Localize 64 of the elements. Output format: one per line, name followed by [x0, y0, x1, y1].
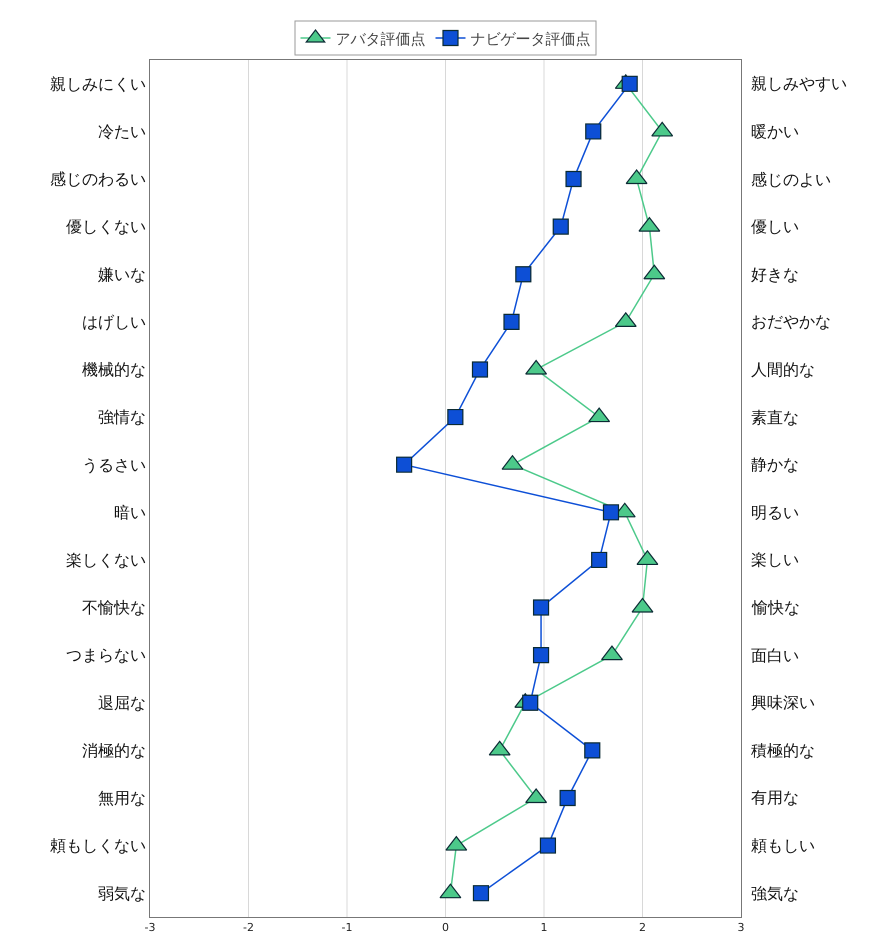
legend-label: アバタ評価点	[336, 30, 426, 48]
y2-tick-label: 興味深い	[751, 693, 815, 712]
y-tick-label: うるさい	[82, 455, 146, 474]
y-tick-label: 強情な	[98, 408, 146, 427]
y2-tick-label: 面白い	[751, 646, 799, 665]
y-tick-label: 頼もしくない	[50, 836, 146, 856]
y2-tick-label: 頼もしい	[751, 836, 815, 855]
y2-tick-label: 強気な	[751, 884, 799, 903]
y-tick-label: 退屈な	[98, 693, 146, 712]
point	[447, 408, 464, 426]
y2-tick-label: 感じのよい	[751, 170, 831, 189]
y2-tick-label: 積極的な	[751, 741, 815, 760]
point	[585, 123, 602, 140]
y2-tick-label: 静かな	[751, 455, 799, 474]
x-tick-label: -1	[342, 921, 352, 934]
point	[565, 170, 582, 188]
y2-tick-label: 暖かい	[751, 122, 799, 141]
point	[552, 218, 569, 235]
point	[472, 361, 488, 378]
y2-tick-label: 優しい	[751, 217, 799, 236]
y2-tick-label: おだやかな	[751, 312, 831, 331]
point	[560, 790, 576, 806]
x-tick-label: 2	[639, 921, 646, 934]
point	[532, 647, 550, 664]
y-tick-label: 嫌いな	[98, 264, 146, 284]
x-tick-label: -2	[243, 921, 254, 934]
point	[522, 694, 538, 711]
point	[515, 266, 532, 282]
point	[396, 456, 412, 473]
y-tick-label: 機械的な	[82, 360, 146, 380]
x-tick-label: 1	[540, 921, 548, 934]
point	[584, 742, 600, 758]
y-tick-label: 冷たい	[98, 122, 146, 142]
y2-tick-label: 好きな	[751, 265, 799, 284]
point	[602, 504, 620, 520]
y-tick-label: 弱気な	[98, 884, 146, 903]
y-tick-label: 無用な	[98, 788, 146, 808]
y2-tick-label: 愉快な	[751, 598, 800, 617]
y-tick-label: はげしい	[82, 312, 146, 332]
point	[622, 76, 638, 92]
point	[532, 599, 550, 616]
point	[591, 552, 608, 568]
x-tick-label: 3	[738, 921, 744, 934]
y2-tick-label: 人間的な	[751, 360, 815, 379]
y-tick-label: 楽しくない	[66, 550, 146, 570]
y-tick-label: 暗い	[114, 502, 146, 522]
point	[472, 885, 490, 902]
x-tick-label: 0	[442, 921, 449, 934]
y2-tick-label: 親しみやすい	[751, 74, 847, 93]
point	[540, 837, 556, 854]
y2-tick-label: 明るい	[751, 503, 799, 522]
y-tick-label: 親しみにくい	[50, 74, 146, 94]
y-tick-label: 感じのわるい	[50, 170, 146, 189]
y2-tick-label: 楽しい	[751, 550, 799, 569]
point	[503, 314, 520, 330]
y-tick-label: 消極的な	[82, 740, 146, 760]
y-tick-label: 不愉快な	[82, 598, 146, 618]
x-tick-label: -3	[144, 921, 156, 934]
y2-tick-label: 素直な	[751, 408, 799, 427]
legend-label: ナビゲータ評価点	[470, 30, 590, 48]
y-tick-label: 優しくない	[66, 217, 146, 236]
y-tick-label: つまらない	[66, 646, 146, 665]
y2-tick-label: 有用な	[751, 788, 799, 807]
point	[632, 598, 654, 613]
